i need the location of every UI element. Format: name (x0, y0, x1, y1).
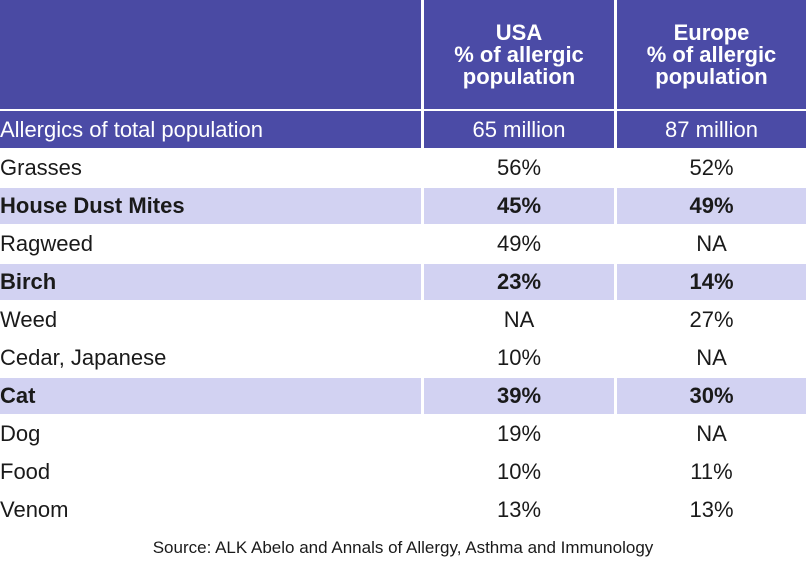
header-europe-sub1: % of allergic (646, 41, 777, 67)
header-usa-title: USA (495, 19, 543, 45)
allergy-table: USA % of allergic population Europe % of… (0, 0, 806, 530)
row-label: Dog (0, 416, 421, 454)
row-label: Grasses (0, 150, 421, 188)
header-usa-sub2: population (462, 63, 576, 89)
table-row: Dog 19% NA (0, 416, 806, 454)
row-europe-value: 11% (614, 454, 806, 492)
row-label: Food (0, 454, 421, 492)
row-europe-value: 49% (614, 188, 806, 226)
header-blank-cell (0, 0, 421, 109)
table-row: Ragweed 49% NA (0, 226, 806, 264)
header-row: USA % of allergic population Europe % of… (0, 0, 806, 109)
total-europe: 87 million (614, 109, 806, 150)
row-europe-value: 14% (614, 264, 806, 302)
table-row: House Dust Mites 45% 49% (0, 188, 806, 226)
row-europe-value: NA (614, 340, 806, 378)
row-label: Cedar, Japanese (0, 340, 421, 378)
row-label: House Dust Mites (0, 188, 421, 226)
table-row: Cedar, Japanese 10% NA (0, 340, 806, 378)
header-usa: USA % of allergic population (421, 0, 614, 109)
header-usa-sub1: % of allergic (454, 41, 584, 67)
table-row: Birch 23% 14% (0, 264, 806, 302)
row-usa-value: 13% (421, 492, 614, 530)
row-usa-value: 56% (421, 150, 614, 188)
header-europe: Europe % of allergic population (614, 0, 806, 109)
row-usa-value: 10% (421, 454, 614, 492)
row-usa-value: 23% (421, 264, 614, 302)
table-row: Weed NA 27% (0, 302, 806, 340)
row-usa-value: NA (421, 302, 614, 340)
row-europe-value: 52% (614, 150, 806, 188)
row-label: Cat (0, 378, 421, 416)
row-label: Weed (0, 302, 421, 340)
row-europe-value: 13% (614, 492, 806, 530)
row-usa-value: 10% (421, 340, 614, 378)
total-usa: 65 million (421, 109, 614, 150)
table-row: Grasses 56% 52% (0, 150, 806, 188)
row-label: Venom (0, 492, 421, 530)
row-usa-value: 19% (421, 416, 614, 454)
row-label: Ragweed (0, 226, 421, 264)
total-row: Allergics of total population 65 million… (0, 109, 806, 150)
row-europe-value: NA (614, 416, 806, 454)
header-europe-title: Europe (673, 19, 750, 45)
row-label: Birch (0, 264, 421, 302)
row-europe-value: 30% (614, 378, 806, 416)
header-europe-sub2: population (655, 63, 768, 89)
source-note: Source: ALK Abelo and Annals of Allergy,… (152, 538, 654, 557)
row-usa-value: 39% (421, 378, 614, 416)
table-row: Cat 39% 30% (0, 378, 806, 416)
row-usa-value: 45% (421, 188, 614, 226)
row-usa-value: 49% (421, 226, 614, 264)
total-label: Allergics of total population (0, 109, 421, 150)
table-row: Venom 13% 13% (0, 492, 806, 530)
table-row: Food 10% 11% (0, 454, 806, 492)
row-europe-value: NA (614, 226, 806, 264)
row-europe-value: 27% (614, 302, 806, 340)
